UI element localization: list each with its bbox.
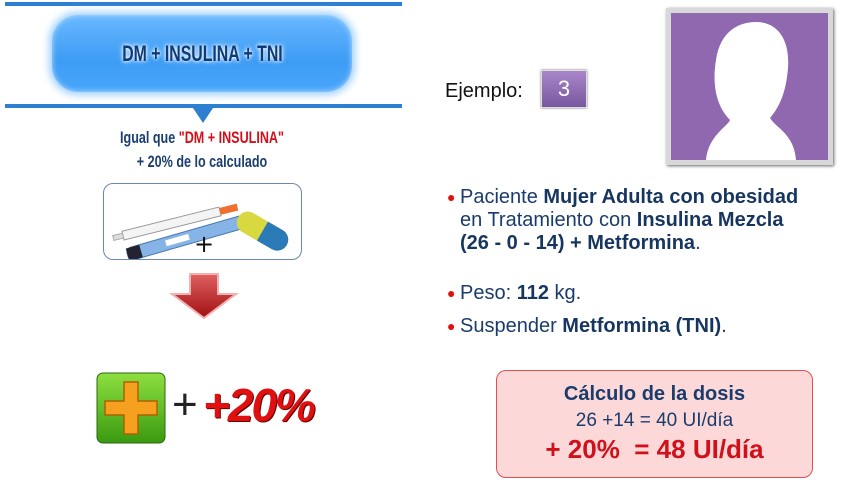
rule-line-2: + 20% de lo calculado (136, 152, 268, 171)
title-banner: DM + INSULINA + TNI (52, 15, 352, 92)
example-number-badge: 3 (541, 70, 587, 108)
pointer-triangle-icon (193, 108, 213, 123)
bullet-dot-icon: ● (447, 318, 456, 334)
medication-image: + (103, 183, 302, 262)
example-label: Ejemplo: (445, 80, 523, 102)
top-divider (5, 2, 402, 6)
bullet-suspend: ● Suspender Metformina (TNI). (447, 315, 727, 338)
increase-plus: + (172, 380, 198, 429)
dose-calculation-box: Cálculo de la dosis 26 +14 = 40 UI/día +… (496, 370, 813, 478)
text-bold: Metformina (TNI) (562, 315, 722, 337)
syringe-pen-pill-icon: + (112, 203, 289, 262)
text: kg. (548, 282, 582, 304)
green-plus-icon (96, 372, 166, 444)
text-bold: Mujer Adulta con obesidad (543, 186, 799, 208)
calc-line-1: 26 +14 = 40 UI/día (575, 410, 734, 431)
bullet-weight: ● Peso: 112 kg. (447, 282, 581, 305)
calc-title: Cálculo de la dosis (563, 383, 746, 405)
text: en Tratamiento con (460, 209, 637, 231)
person-silhouette-icon (671, 13, 828, 160)
increase-label: +20% (203, 379, 316, 431)
text: Paciente (460, 186, 544, 208)
text: Peso: (460, 282, 517, 304)
bottom-divider (5, 104, 402, 108)
rule-highlight: "DM + INSULINA" (178, 128, 284, 147)
bullet-dot-icon: ● (447, 189, 456, 205)
text: . (695, 232, 701, 254)
rule-prefix: Igual que (120, 128, 179, 147)
text-bold: 112 (516, 282, 549, 304)
bullet-dot-icon: ● (447, 285, 456, 301)
down-arrow-icon (169, 273, 239, 320)
patient-avatar (666, 8, 833, 165)
calc-result: + 20% = 48 UI/día (545, 434, 764, 464)
bullet-patient: ● Paciente Mujer Adulta con obesidad en … (447, 186, 798, 255)
rule-line-1: Igual que "DM + INSULINA" (54, 128, 350, 148)
text: Suspender (460, 315, 563, 337)
image-plus: + (194, 230, 214, 258)
title-text: DM + INSULINA + TNI (121, 40, 283, 66)
text: . (721, 315, 727, 337)
text-bold: Insulina Mezcla (636, 209, 784, 231)
text-bold: (26 - 0 - 14) + Metformina (460, 232, 696, 254)
